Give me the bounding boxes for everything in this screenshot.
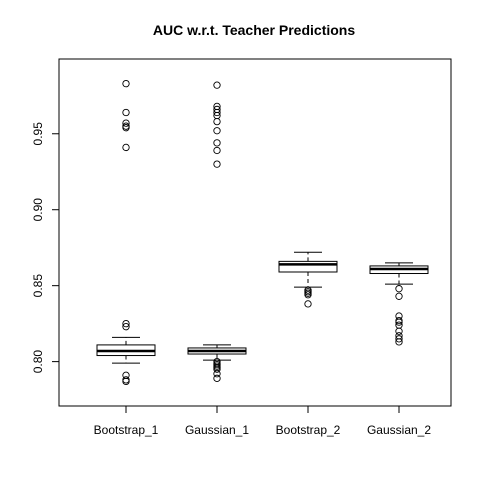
outlier-point — [213, 146, 221, 155]
outlier-point — [395, 318, 403, 326]
box-bootstrap-1 — [96, 79, 156, 386]
outlier-point — [395, 285, 403, 293]
outlier-point — [395, 327, 403, 335]
box-bootstrap-2 — [278, 251, 338, 308]
outlier-point — [213, 117, 221, 126]
outlier-point — [395, 292, 403, 300]
outlier-point — [304, 291, 312, 299]
x-tick-label: Gaussian_1 — [185, 423, 249, 437]
y-tick-label: 0.90 — [31, 198, 45, 222]
box-gaussian-1 — [187, 81, 247, 382]
x-tick-label: Gaussian_2 — [367, 423, 431, 437]
outlier-point — [213, 370, 221, 378]
outlier-point — [122, 143, 130, 152]
chart-title: AUC w.r.t. Teacher Predictions — [153, 22, 355, 38]
outlier-point — [213, 365, 221, 373]
outlier-point — [122, 119, 130, 127]
outlier-point — [122, 319, 130, 328]
outlier-point — [304, 300, 312, 308]
outlier-point — [122, 376, 130, 384]
outlier-point — [122, 108, 130, 117]
outlier-point — [122, 124, 130, 132]
boxes-layer — [96, 79, 429, 386]
y-tick-label: 0.85 — [31, 274, 45, 298]
outlier-point — [213, 139, 221, 147]
outlier-point — [122, 377, 130, 386]
iqr-box — [278, 260, 338, 273]
outlier-point — [213, 81, 221, 89]
y-axis: 0.80 0.85 0.90 0.95 — [31, 122, 60, 374]
outlier-point — [122, 323, 130, 331]
outlier-point — [213, 160, 221, 168]
y-tick-label: 0.80 — [31, 350, 45, 374]
outlier-point — [122, 79, 130, 88]
outlier-point — [213, 374, 221, 382]
box-gaussian-2 — [369, 262, 429, 346]
x-tick-label: Bootstrap_1 — [94, 423, 159, 437]
x-tick-label: Bootstrap_2 — [276, 423, 341, 437]
x-axis: Bootstrap_1 Gaussian_1 Bootstrap_2 Gaussian… — [94, 405, 431, 437]
outlier-point — [395, 335, 403, 343]
outlier-point — [213, 108, 221, 117]
outlier-point — [395, 338, 403, 346]
outlier-point — [213, 127, 221, 135]
y-tick-label: 0.95 — [31, 122, 45, 146]
